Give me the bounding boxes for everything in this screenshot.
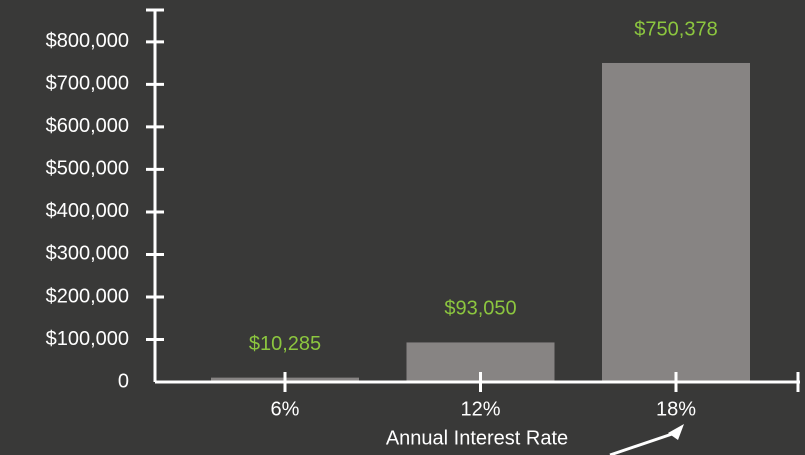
y-tick-label: $300,000 (46, 243, 129, 265)
y-tick-label: $800,000 (46, 30, 129, 52)
y-tick-label: 0 (118, 370, 129, 392)
x-tick-label: 12% (460, 398, 500, 420)
y-tick-label: $700,000 (46, 73, 129, 95)
y-tick-label: $600,000 (46, 115, 129, 137)
y-tick-label: $200,000 (46, 285, 129, 307)
cursor-arrow-stem (609, 430, 679, 455)
value-label: $93,050 (444, 298, 516, 320)
value-label: $10,285 (249, 333, 321, 355)
x-tick-label: 6% (271, 398, 300, 420)
bar (602, 62, 750, 383)
y-tick-label: $400,000 (46, 200, 129, 222)
y-tick-label: $100,000 (46, 328, 129, 350)
value-label: $750,378 (634, 18, 717, 40)
y-tick-label: $500,000 (46, 158, 129, 180)
x-tick-label: 18% (656, 398, 696, 420)
x-axis-label: Annual Interest Rate (386, 427, 568, 449)
